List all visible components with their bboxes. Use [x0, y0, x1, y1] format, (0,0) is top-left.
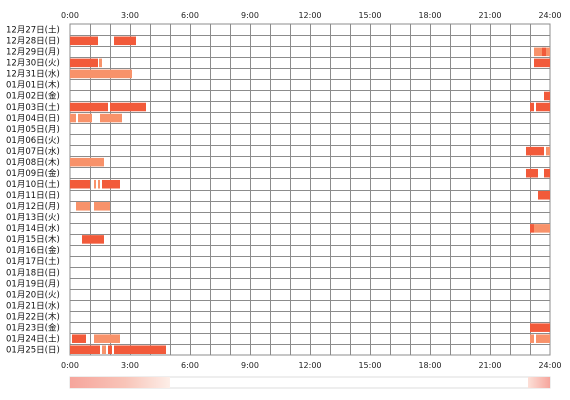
x-tick-label-top: 15:00	[358, 11, 381, 20]
row-label: 01月22日(木)	[6, 311, 60, 322]
x-tick-label-bottom: 24:00	[538, 361, 561, 370]
activity-segment	[70, 102, 108, 112]
activity-segment	[98, 179, 100, 189]
x-tick-label-bottom: 3:00	[121, 361, 139, 370]
activity-segment	[530, 334, 534, 343]
x-tick-label-bottom: 0:00	[61, 361, 79, 370]
activity-segment	[544, 168, 550, 178]
row-label: 12月30日(火)	[6, 59, 60, 69]
activity-segment	[114, 36, 136, 46]
activity-segment	[94, 334, 120, 343]
activity-segment	[108, 345, 112, 354]
activity-segment	[70, 179, 90, 189]
activity-segment	[546, 47, 550, 57]
row-label: 12月29日(月)	[6, 48, 60, 58]
activity-segment	[102, 345, 106, 354]
row-label: 01月24日(土)	[6, 333, 60, 344]
activity-segment	[70, 69, 132, 79]
row-label: 12月28日(日)	[6, 37, 60, 47]
row-label: 01月18日(日)	[6, 268, 60, 278]
x-tick-label-top: 21:00	[478, 11, 501, 20]
row-label: 01月09日(金)	[6, 168, 60, 179]
activity-segment	[94, 179, 96, 189]
activity-segment	[70, 113, 76, 123]
grid	[69, 23, 551, 356]
x-tick-label-top: 6:00	[181, 11, 199, 20]
x-tick-label-bottom: 12:00	[298, 361, 321, 370]
activity-segment	[542, 47, 546, 57]
x-tick-label-bottom: 21:00	[478, 361, 501, 370]
activity-segment	[534, 47, 542, 57]
activity-segment	[114, 345, 166, 354]
activity-segment	[70, 157, 104, 167]
row-label: 01月16日(金)	[6, 245, 60, 256]
row-label: 12月31日(水)	[6, 69, 60, 80]
activity-segment	[94, 202, 110, 211]
activity-segment	[102, 179, 120, 189]
activity-segment	[536, 102, 550, 112]
row-label: 01月08日(木)	[6, 157, 60, 168]
row-label: 01月15日(木)	[6, 234, 60, 245]
x-tick-labels: 0:00 0:00 3:00 3:00 6:00 6:00 9:00 9:00 12:00 12:…	[61, 11, 562, 370]
summary-bar-fill	[528, 377, 550, 388]
x-tick-label-bottom: 6:00	[181, 361, 199, 370]
row-label: 01月01日(木)	[6, 80, 60, 91]
row-label: 01月25日(日)	[6, 346, 60, 356]
x-tick-label-top: 18:00	[418, 11, 441, 20]
summary-bar-fill	[70, 377, 170, 388]
activity-segment	[534, 58, 550, 68]
activity-segment	[526, 168, 538, 178]
row-label: 01月03日(土)	[6, 102, 60, 113]
row-label: 01月17日(土)	[6, 256, 60, 267]
activity-segment	[82, 235, 104, 244]
activity-segment	[70, 36, 98, 46]
x-tick-label-bottom: 15:00	[358, 361, 381, 370]
activity-segment	[546, 146, 550, 156]
activity-segment	[534, 224, 550, 233]
row-label: 01月04日(日)	[6, 114, 60, 124]
activity-segment	[70, 345, 100, 354]
activity-segment	[110, 102, 146, 112]
activity-segment	[538, 191, 550, 200]
x-tick-label-top: 9:00	[241, 11, 259, 20]
activity-segment	[530, 224, 534, 233]
activity-segment	[544, 91, 550, 101]
activity-segment	[100, 113, 122, 123]
x-tick-label-top: 3:00	[121, 11, 139, 20]
row-label: 01月06日(火)	[6, 136, 60, 146]
activity-segment	[99, 58, 102, 68]
row-label: 01月11日(日)	[6, 191, 60, 201]
activity-segment	[70, 58, 98, 68]
row-label: 01月10日(土)	[6, 179, 60, 190]
row-label: 01月13日(火)	[6, 213, 60, 223]
summary-bar	[69, 376, 551, 389]
row-label: 01月02日(金)	[6, 91, 60, 102]
activity-segment	[76, 202, 90, 211]
activity-segment	[530, 323, 550, 332]
row-label: 01月12日(月)	[6, 202, 60, 212]
activity-segment	[530, 102, 534, 112]
x-tick-label-bottom: 9:00	[241, 361, 259, 370]
row-label: 01月05日(月)	[6, 125, 60, 135]
row-label: 01月14日(水)	[6, 223, 60, 234]
x-tick-label-top: 24:00	[538, 11, 561, 20]
row-label: 12月27日(土)	[6, 25, 60, 36]
row-labels: 12月27日(土)12月28日(日)12月29日(月)12月30日(火)12月3…	[6, 25, 60, 356]
activity-segment	[536, 334, 550, 343]
x-tick-label-top: 0:00	[61, 11, 79, 20]
activity-segment	[78, 113, 92, 123]
row-label: 01月23日(金)	[6, 322, 60, 333]
row-label: 01月07日(水)	[6, 146, 60, 157]
x-tick-label-top: 12:00	[298, 11, 321, 20]
row-label: 01月19日(月)	[6, 279, 60, 289]
activity-segment	[526, 146, 544, 156]
x-tick-label-bottom: 18:00	[418, 361, 441, 370]
activity-segments	[70, 36, 550, 354]
row-label: 01月20日(火)	[6, 290, 60, 300]
activity-segment	[72, 334, 86, 343]
row-label: 01月21日(水)	[6, 300, 60, 311]
